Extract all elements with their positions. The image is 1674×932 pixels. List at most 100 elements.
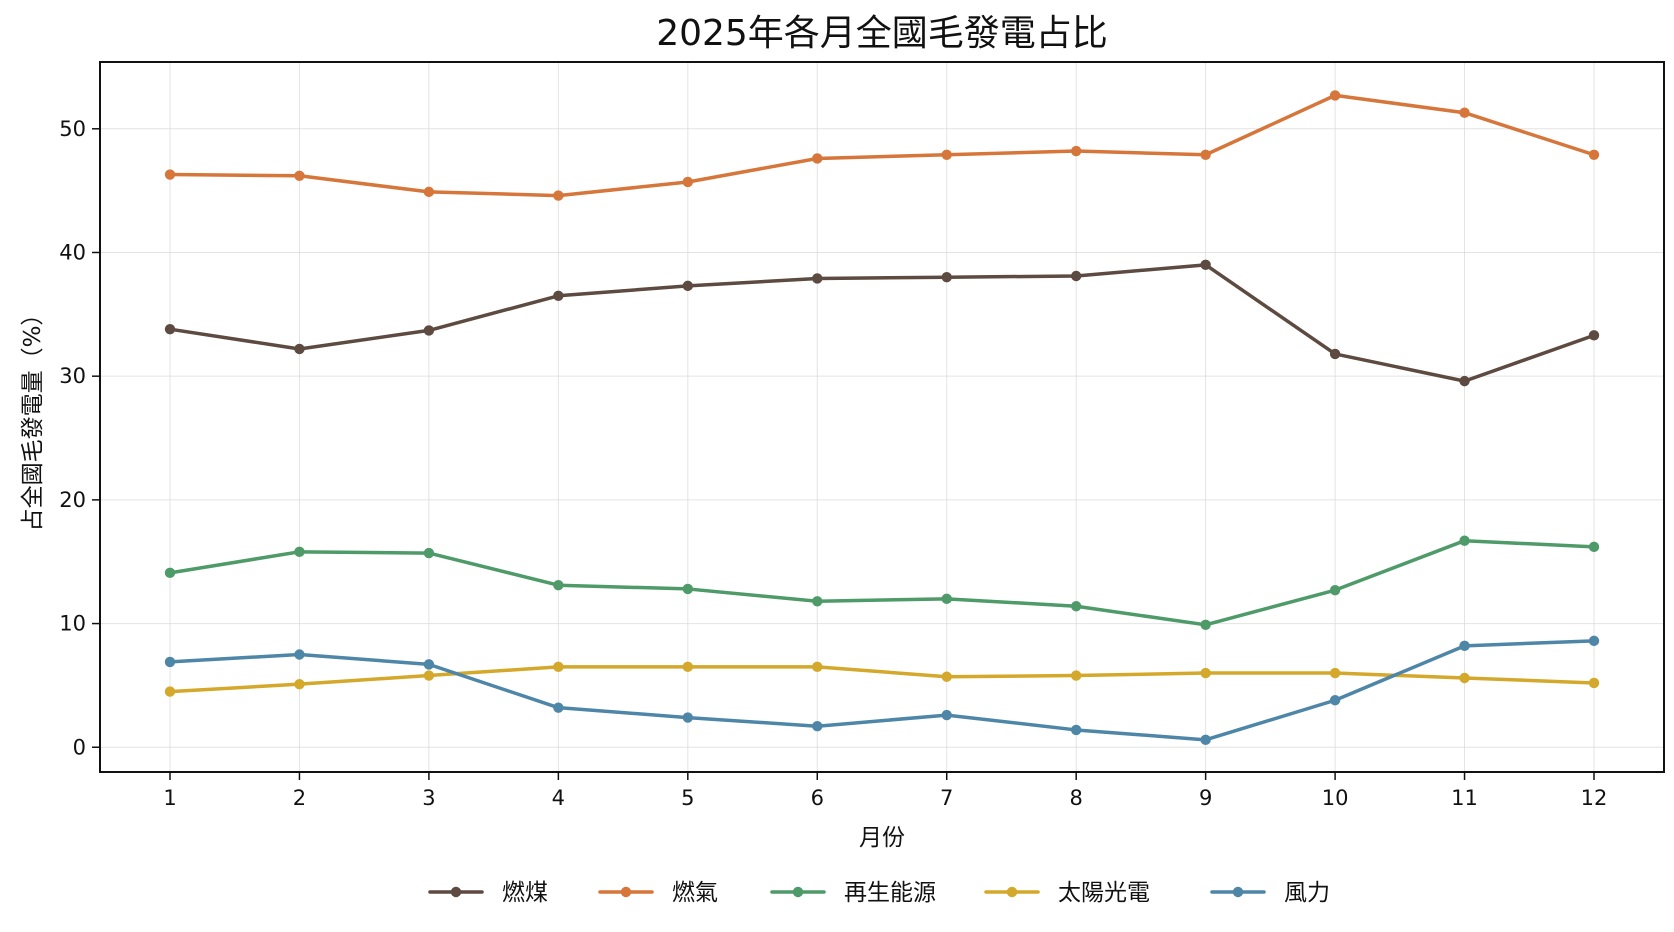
data-point <box>1459 640 1470 652</box>
data-point <box>294 343 305 355</box>
data-point <box>812 721 823 732</box>
data-point <box>1459 672 1470 684</box>
data-point <box>553 702 564 713</box>
series-line <box>168 263 1596 383</box>
legend-label: 太陽光電 <box>1058 880 1150 906</box>
data-point <box>1070 270 1082 282</box>
data-point <box>553 661 564 673</box>
data-point <box>1200 259 1211 271</box>
data-point <box>294 678 305 690</box>
x-tick-label: 3 <box>422 786 435 810</box>
series-line <box>168 538 1596 627</box>
data-point <box>941 709 952 721</box>
x-tick-label: 5 <box>681 786 694 810</box>
data-point <box>553 290 564 301</box>
data-point <box>1329 584 1341 596</box>
data-point <box>682 661 694 673</box>
data-point <box>1588 330 1600 341</box>
data-point <box>941 593 952 605</box>
data-point <box>1200 619 1211 631</box>
data-point <box>1329 348 1341 360</box>
x-tick-label: 11 <box>1451 786 1478 810</box>
legend-label: 風力 <box>1284 880 1330 906</box>
x-tick-label: 12 <box>1581 786 1608 810</box>
data-point <box>682 583 694 595</box>
series-line <box>168 665 1596 694</box>
x-tick-label: 4 <box>552 786 565 810</box>
legend-swatch-marker <box>1006 886 1018 898</box>
x-tick-label: 1 <box>163 786 176 810</box>
data-point <box>1329 695 1341 706</box>
data-point <box>294 546 305 558</box>
data-point <box>294 649 305 660</box>
y-axis-label: 占全國毛發電量（%） <box>20 303 46 532</box>
legend-swatch-marker <box>620 886 632 898</box>
data-point <box>164 567 176 579</box>
data-point <box>812 273 823 284</box>
data-point <box>294 170 305 181</box>
y-tick-label: 0 <box>73 735 86 759</box>
legend-swatch-marker <box>450 886 462 898</box>
data-point <box>941 272 952 283</box>
data-point <box>553 190 564 201</box>
data-point <box>941 149 952 160</box>
legend-label: 燃煤 <box>502 880 548 906</box>
data-point <box>1588 677 1600 689</box>
data-point <box>682 176 694 188</box>
data-point <box>423 547 435 559</box>
data-point <box>423 670 435 681</box>
legend: 燃煤 燃氣 再生能源 太陽光電 風力 <box>428 880 1330 906</box>
data-point <box>1070 670 1082 681</box>
series-line <box>168 93 1596 198</box>
y-tick-label: 20 <box>59 488 86 512</box>
data-point <box>1588 541 1600 553</box>
y-tick-label: 10 <box>59 612 86 636</box>
legend-label: 燃氣 <box>672 880 718 906</box>
data-point <box>553 580 564 591</box>
series-lines <box>164 90 1600 746</box>
data-point <box>1588 635 1600 647</box>
data-point <box>1200 667 1211 679</box>
data-point <box>1070 145 1082 157</box>
data-point <box>1200 149 1211 160</box>
chart-title: 2025年各月全國毛發電占比 <box>656 13 1108 54</box>
data-point <box>164 656 176 668</box>
x-tick-label: 8 <box>1069 786 1082 810</box>
data-point <box>1329 90 1341 101</box>
x-tick-label: 2 <box>293 786 306 810</box>
data-point <box>1200 734 1211 746</box>
series-line <box>168 639 1596 742</box>
plot-area-frame <box>99 61 1665 773</box>
grid-lines <box>100 62 1664 772</box>
x-tick-label: 7 <box>940 786 953 810</box>
data-point <box>1070 601 1082 612</box>
data-point <box>1459 535 1470 546</box>
x-tick-label: 6 <box>811 786 824 810</box>
data-point <box>164 323 176 335</box>
data-point <box>1588 149 1600 160</box>
data-point <box>812 153 823 164</box>
data-point <box>1329 667 1341 679</box>
data-point <box>423 659 435 670</box>
data-point <box>682 712 694 723</box>
y-tick-label: 40 <box>59 240 86 264</box>
legend-swatch-marker <box>1232 886 1244 898</box>
data-point <box>812 596 823 607</box>
data-point <box>164 686 176 697</box>
data-point <box>1459 107 1470 118</box>
y-tick-label: 50 <box>59 117 86 141</box>
data-point <box>1459 375 1470 387</box>
data-point <box>1070 724 1082 736</box>
legend-label: 再生能源 <box>844 880 936 906</box>
data-point <box>682 280 694 292</box>
data-point <box>423 186 435 198</box>
data-point <box>941 671 952 682</box>
legend-swatch-marker <box>792 886 804 898</box>
x-axis-label: 月份 <box>859 825 905 851</box>
data-point <box>812 661 823 673</box>
x-tick-label: 10 <box>1322 786 1349 810</box>
data-point <box>423 325 435 336</box>
